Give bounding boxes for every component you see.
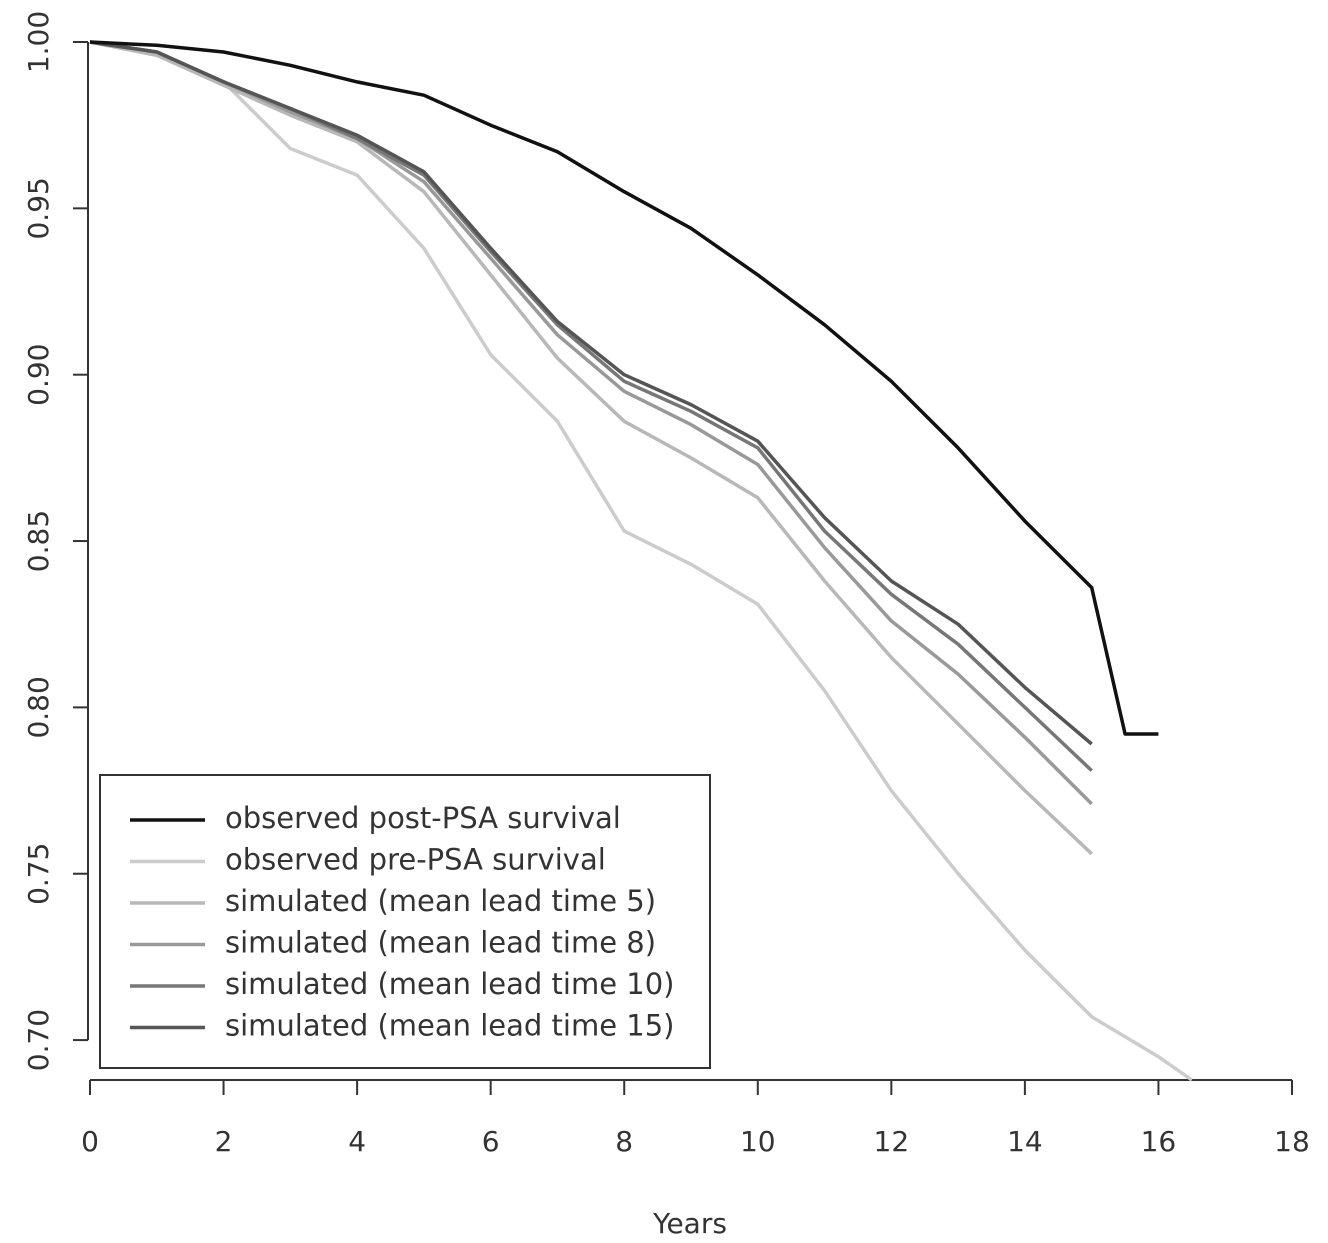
x-tick-label: 12 <box>874 1125 910 1158</box>
legend-label: observed post-PSA survival <box>225 801 621 835</box>
legend-label: simulated (mean lead time 5) <box>225 884 656 918</box>
y-tick-label: 0.85 <box>22 510 55 572</box>
x-tick-label: 16 <box>1141 1125 1177 1158</box>
series-line <box>89 40 1093 856</box>
legend-label: observed pre-PSA survival <box>225 843 606 877</box>
legend-label: simulated (mean lead time 15) <box>225 1009 675 1043</box>
y-tick-label: 0.75 <box>22 843 55 905</box>
series-line <box>89 40 1193 1082</box>
x-axis-label: Years <box>652 1207 727 1240</box>
series-line <box>89 40 1159 736</box>
legend-label: simulated (mean lead time 8) <box>225 926 656 960</box>
y-tick-label: 1.00 <box>22 11 55 73</box>
x-tick-label: 0 <box>81 1125 99 1158</box>
x-tick-label: 8 <box>615 1125 633 1158</box>
y-tick-label: 0.80 <box>22 676 55 738</box>
y-tick-label: 0.70 <box>22 1009 55 1071</box>
x-tick-label: 6 <box>482 1125 500 1158</box>
legend: observed post-PSA survival observed pre-P… <box>99 774 711 1069</box>
x-tick-label: 4 <box>348 1125 366 1158</box>
x-tick-label: 10 <box>740 1125 776 1158</box>
x-tick-label: 14 <box>1007 1125 1043 1158</box>
legend-label: simulated (mean lead time 10) <box>225 967 675 1001</box>
legend-box <box>99 774 711 1069</box>
series-line <box>89 40 1093 806</box>
series-line <box>89 40 1093 746</box>
y-tick-label: 0.95 <box>22 177 55 239</box>
y-tick-label: 0.90 <box>22 344 55 406</box>
x-tick-label: 18 <box>1274 1125 1310 1158</box>
x-tick-label: 2 <box>215 1125 233 1158</box>
